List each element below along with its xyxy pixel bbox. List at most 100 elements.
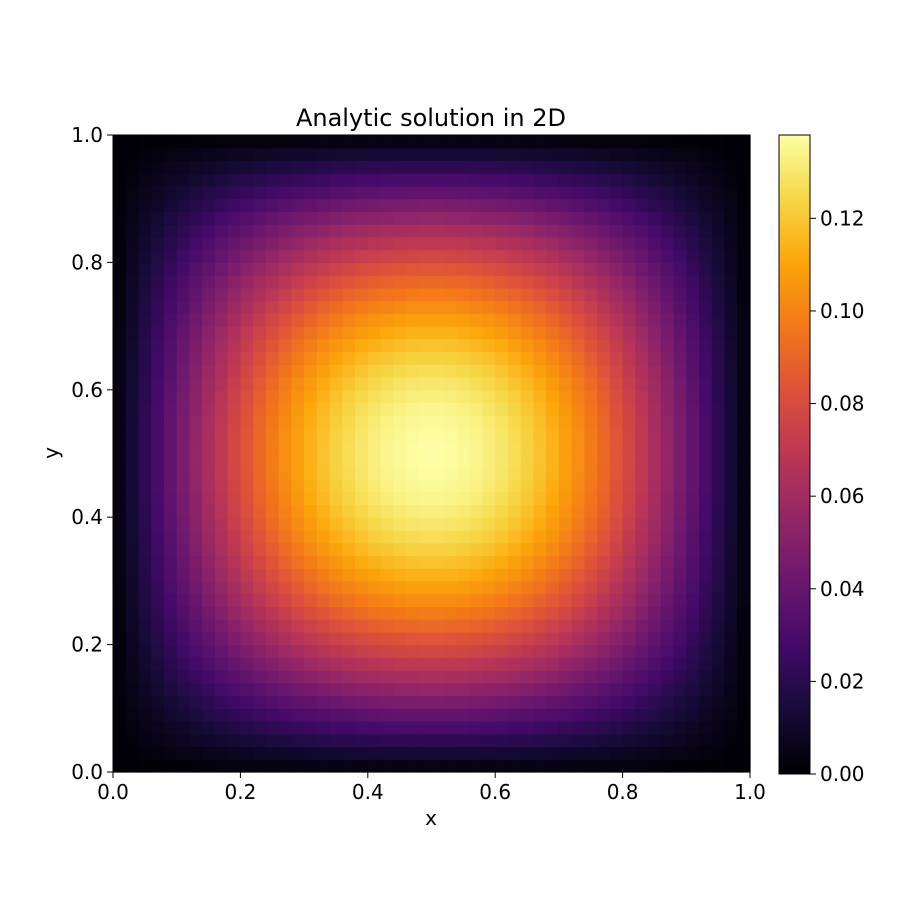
heatmap-cell xyxy=(418,746,433,760)
heatmap-cell xyxy=(673,746,687,760)
heatmap-cell xyxy=(113,428,127,442)
heatmap-cell xyxy=(291,453,305,467)
heatmap-cell xyxy=(355,504,369,518)
heatmap-cell xyxy=(622,326,636,340)
heatmap-cell xyxy=(291,364,305,378)
heatmap-cell xyxy=(507,733,522,748)
heatmap-cell xyxy=(342,211,356,225)
heatmap-cell xyxy=(699,542,713,557)
heatmap-cell xyxy=(673,135,687,149)
heatmap-cell xyxy=(240,746,254,760)
heatmap-cell xyxy=(444,721,458,735)
heatmap-cell xyxy=(113,606,127,620)
heatmap-cell xyxy=(278,198,292,213)
heatmap-cell xyxy=(711,147,726,162)
heatmap-cell xyxy=(418,275,433,289)
heatmap-cell xyxy=(622,644,636,658)
heatmap-cell xyxy=(660,517,675,531)
heatmap-cell xyxy=(380,631,394,646)
heatmap-cell xyxy=(558,173,573,187)
heatmap-cell xyxy=(469,377,484,391)
heatmap-cell xyxy=(507,211,522,225)
heatmap-cell xyxy=(686,478,700,493)
heatmap-cell xyxy=(278,389,292,404)
heatmap-cell xyxy=(316,491,331,506)
heatmap-cell xyxy=(406,542,420,557)
heatmap-cell xyxy=(342,491,356,506)
heatmap-cell xyxy=(316,275,331,289)
heatmap-cell xyxy=(533,517,547,531)
heatmap-cell xyxy=(151,173,165,187)
heatmap-cell xyxy=(393,542,407,557)
colorbar-tick-label: 0.00 xyxy=(820,762,865,786)
heatmap-cell xyxy=(189,351,203,365)
heatmap-cell xyxy=(444,415,458,429)
heatmap-cell xyxy=(176,708,191,722)
heatmap-cell xyxy=(202,351,216,365)
heatmap-cell xyxy=(622,733,636,748)
heatmap-cell xyxy=(316,147,331,162)
heatmap-cell xyxy=(635,682,649,697)
heatmap-cell xyxy=(558,236,573,251)
heatmap-cell xyxy=(520,491,535,506)
heatmap-cell xyxy=(546,529,560,544)
heatmap-cell xyxy=(431,733,445,748)
heatmap-cell xyxy=(342,249,356,263)
heatmap-cell xyxy=(176,135,191,149)
heatmap-cell xyxy=(520,733,535,748)
heatmap-cell xyxy=(227,631,241,646)
heatmap-cell xyxy=(329,377,343,391)
heatmap-cell xyxy=(711,211,726,225)
heatmap-cell xyxy=(113,326,127,340)
heatmap-cell xyxy=(737,606,751,620)
heatmap-cell xyxy=(240,759,254,773)
heatmap-cell xyxy=(648,326,662,340)
heatmap-cell xyxy=(151,185,165,200)
heatmap-cell xyxy=(686,517,700,531)
heatmap-cell xyxy=(202,147,216,162)
heatmap-cell xyxy=(737,529,751,544)
heatmap-cell xyxy=(113,338,127,353)
heatmap-cell xyxy=(316,746,331,760)
heatmap-cell xyxy=(380,517,394,531)
heatmap-cell xyxy=(125,389,140,404)
heatmap-cell xyxy=(304,440,318,455)
heatmap-cell xyxy=(329,695,343,709)
heatmap-cell xyxy=(227,746,241,760)
heatmap-cell xyxy=(558,721,573,735)
heatmap-cell xyxy=(355,593,369,607)
heatmap-cell xyxy=(329,478,343,493)
heatmap-cell xyxy=(240,682,254,697)
heatmap-cell xyxy=(507,364,522,378)
heatmap-cell xyxy=(495,364,509,378)
heatmap-cell xyxy=(189,402,203,416)
heatmap-cell xyxy=(214,504,229,518)
heatmap-cell xyxy=(176,682,191,697)
heatmap-cell xyxy=(456,185,471,200)
heatmap-cell xyxy=(329,631,343,646)
heatmap-cell xyxy=(711,428,726,442)
heatmap-cell xyxy=(393,377,407,391)
heatmap-cell xyxy=(495,708,509,722)
heatmap-cell xyxy=(253,287,267,302)
heatmap-cell xyxy=(202,580,216,595)
heatmap-cell xyxy=(648,389,662,404)
heatmap-cell xyxy=(418,478,433,493)
heatmap-cell xyxy=(444,733,458,748)
heatmap-cell xyxy=(304,619,318,633)
heatmap-cell xyxy=(456,415,471,429)
heatmap-cell xyxy=(189,338,203,353)
heatmap-cell xyxy=(227,275,241,289)
heatmap-cell xyxy=(660,236,675,251)
heatmap-cell xyxy=(533,708,547,722)
heatmap-cell xyxy=(125,593,140,607)
heatmap-cell xyxy=(278,287,292,302)
heatmap-cell xyxy=(316,300,331,314)
heatmap-cell xyxy=(253,198,267,213)
heatmap-cell xyxy=(686,338,700,353)
heatmap-cell xyxy=(316,453,331,467)
y-axis-ticks: 0.00.20.40.60.81.0 xyxy=(71,123,113,784)
heatmap-cell xyxy=(622,568,636,582)
heatmap-cell xyxy=(265,313,280,327)
heatmap-cell xyxy=(176,542,191,557)
